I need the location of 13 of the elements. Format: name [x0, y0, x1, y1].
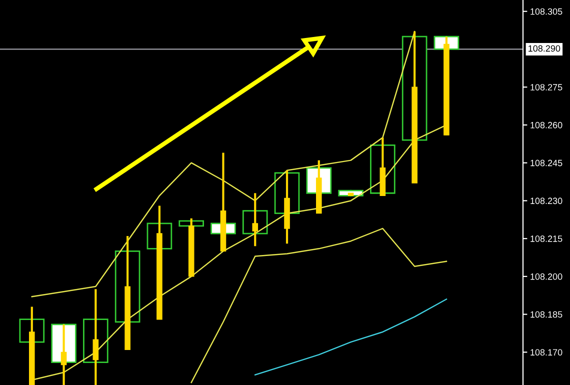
y-tick-label: 108.215	[530, 236, 562, 242]
y-tick-label: 108.230	[530, 198, 562, 204]
ref-line-label: 108.290	[528, 45, 560, 52]
y-tick-label: 108.260	[530, 122, 562, 128]
y-tick-label: 108.305	[530, 8, 562, 15]
y-tick-label: 108.170	[530, 349, 562, 356]
y-tick-label: 108.200	[530, 273, 562, 280]
y-tick-label: 108.185	[530, 311, 562, 318]
line-series	[254, 298, 448, 376]
y-tick-label: 108.275	[530, 84, 562, 90]
line-series	[31, 30, 416, 298]
y-tick-label: 108.245	[530, 160, 562, 166]
line-series	[190, 228, 448, 384]
